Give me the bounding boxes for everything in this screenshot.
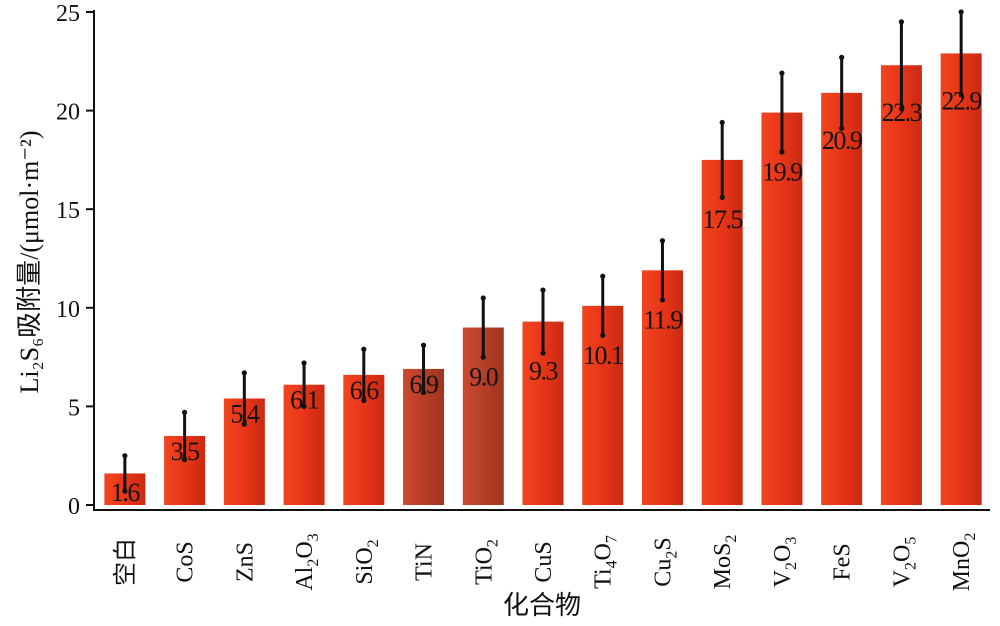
- error-cap-top: [600, 273, 606, 279]
- y-tick-label: 5: [68, 395, 80, 421]
- y-tick-label: 15: [56, 198, 80, 224]
- bar-value-label: 19.9: [762, 158, 802, 187]
- bar-value-label: 22.9: [941, 86, 981, 115]
- error-cap-bottom: [182, 457, 188, 463]
- x-category-label: FeS: [830, 543, 856, 580]
- y-axis-title: Li₂S₆吸附量/(μmol·m⁻²): [15, 130, 44, 393]
- error-cap-top: [779, 70, 785, 76]
- error-cap-top: [361, 346, 367, 352]
- bar-value-label: 6.1: [290, 386, 319, 415]
- error-cap-top: [241, 370, 247, 376]
- bar-value-label: 3.5: [171, 437, 200, 466]
- error-cap-top: [540, 287, 546, 293]
- error-cap-top: [719, 119, 725, 126]
- error-bars-layer: [122, 9, 964, 494]
- x-category-label: V2​O3​: [770, 537, 800, 588]
- category-labels-layer: 空白 CoS ZnS Al2​O3​ SiO2​ TiN TiO2​ CuS Ti4​O7​ Cu…: [112, 533, 979, 592]
- bar: [761, 112, 803, 506]
- error-cap-top: [420, 342, 427, 348]
- error-cap-top: [958, 9, 964, 15]
- x-category-label: 空白: [112, 538, 139, 586]
- bar-value-label: 6.9: [410, 370, 439, 399]
- error-cap-bottom: [659, 297, 666, 303]
- error-cap-bottom: [779, 149, 785, 155]
- error-cap-bottom: [361, 397, 367, 404]
- bar: [880, 65, 922, 505]
- error-cap-bottom: [898, 106, 905, 112]
- error-cap-bottom: [958, 92, 964, 98]
- bar: [582, 305, 624, 505]
- x-axis-title: 化合物: [503, 591, 581, 620]
- error-cap-top: [182, 409, 188, 415]
- x-category-label: SiO2​: [352, 539, 382, 584]
- bar-value-label: 20.9: [822, 126, 862, 155]
- bars-layer: [104, 53, 982, 506]
- x-category-label: TiN: [412, 543, 438, 581]
- bar: [821, 92, 863, 506]
- x-category-label: MoS2​: [710, 535, 740, 590]
- error-cap-bottom: [301, 403, 307, 409]
- error-cap-bottom: [480, 354, 486, 360]
- error-cap-bottom: [719, 194, 725, 200]
- x-category-label: ZnS: [232, 542, 258, 582]
- y-tick-label: 25: [56, 1, 80, 27]
- bar-value-label: 5.4: [230, 400, 260, 429]
- error-cap-top: [898, 19, 905, 25]
- x-category-label: Cu2​S: [650, 537, 680, 586]
- error-cap-top: [480, 295, 486, 301]
- axes-layer: [93, 10, 990, 511]
- error-cap-bottom: [540, 350, 546, 356]
- bar-value-label: 1.6: [111, 478, 141, 507]
- x-category-label: CoS: [173, 541, 199, 582]
- x-category-label: MnO2​: [949, 533, 979, 592]
- x-category-label: V2​O5​: [889, 537, 919, 588]
- error-cap-top: [122, 453, 128, 459]
- bar-value-label: 9.0: [469, 363, 499, 392]
- y-tick-label: 10: [56, 297, 80, 323]
- y-tick-label: 0: [68, 494, 80, 520]
- x-category-label: TiO2​: [471, 539, 501, 585]
- error-cap-bottom: [600, 332, 606, 339]
- bar-value-label: 10.1: [583, 341, 623, 370]
- bar: [940, 53, 982, 506]
- bar-value-label: 17.5: [702, 205, 742, 234]
- bar-value-label: 11.9: [643, 305, 682, 334]
- value-labels-layer: 1.6 3.5 5.4 6.1 6.6 6.9 9.0 9.3 10.1 11.9 17.5 19.9…: [111, 86, 983, 507]
- x-category-label: Ti4​O7​: [591, 535, 621, 589]
- y-axis-line: [93, 10, 990, 511]
- error-cap-bottom: [839, 125, 845, 131]
- bar-value-label: 9.3: [529, 357, 558, 386]
- bar-value-label: 22.3: [882, 98, 922, 127]
- error-cap-bottom: [241, 421, 247, 427]
- y-tick-label: 20: [56, 100, 80, 126]
- error-cap-bottom: [420, 389, 427, 396]
- error-cap-top: [301, 360, 307, 366]
- error-cap-top: [659, 238, 666, 244]
- x-category-label: Al2​O3​: [292, 533, 322, 590]
- y-ticks-layer: 0 5 10 15 20 25: [56, 1, 94, 520]
- bar: [641, 270, 683, 505]
- error-cap-top: [839, 54, 845, 60]
- bar: [701, 159, 743, 505]
- error-cap-bottom: [122, 488, 128, 494]
- bar-value-label: 6.6: [350, 376, 380, 405]
- x-category-label: CuS: [531, 541, 557, 582]
